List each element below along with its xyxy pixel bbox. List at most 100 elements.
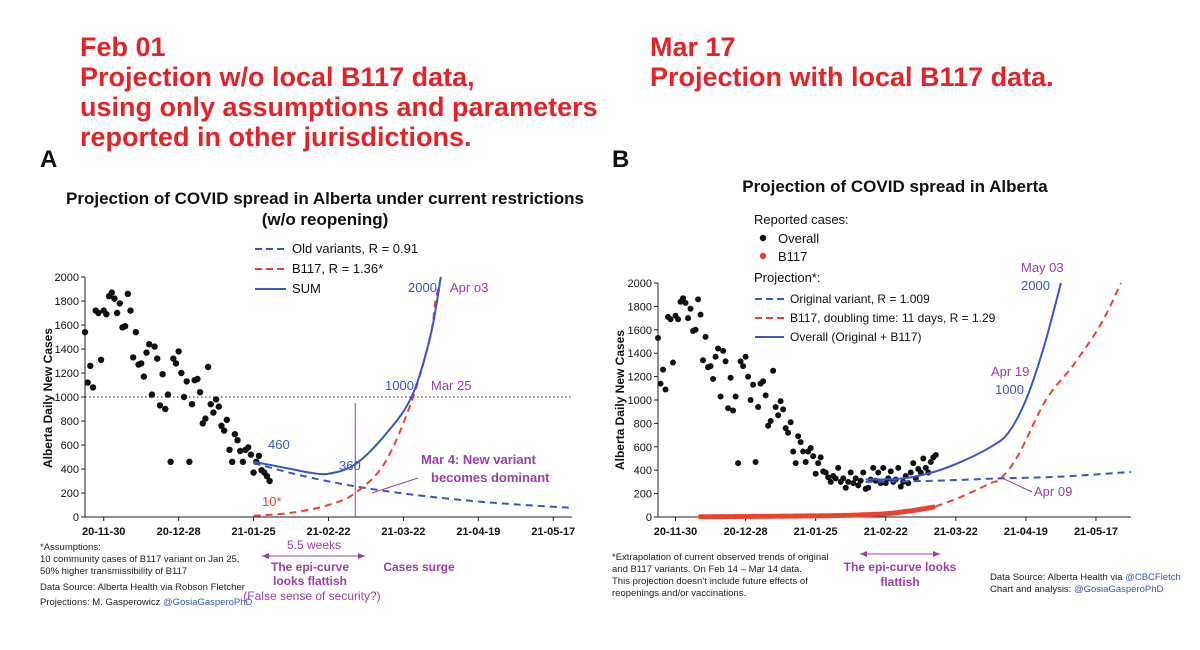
chart-b-overall-point [752,459,759,466]
chart-b-overall-point [657,380,664,387]
chart-a-y-tick-label: 400 [61,464,79,476]
chart-b-overall-point [797,439,804,446]
chart-b-overall-point [865,484,872,491]
a-annot-apr03: Apr o3 [450,280,488,295]
chart-a-y-tick-label: 200 [61,488,79,500]
chart-b-overall-point [785,429,792,436]
chart-b-overall-point [702,333,709,340]
chart-a-reported-point [212,396,220,403]
chart-a-reported-point [159,371,166,378]
chart-a-y-tick-label: 1600 [55,320,79,332]
chart-b-b117-point [930,504,936,510]
chart-a-reported-point [148,391,156,398]
chart-a-reported-point [172,360,180,367]
right-heading-line: Projection with local B117 data. [650,62,1054,92]
panel-a-notes: *Assumptions: 10 community cases of B117… [40,542,252,609]
chart-a-series-line [253,276,442,476]
chart-b-overall-point [842,484,849,491]
b-flat-arrowhead-left [860,551,867,557]
chart-a-reported-point [162,405,169,413]
chart-a-reported-point [245,444,252,451]
chart-b-legend-label: Overall [778,231,819,246]
chart-a-reported-point [234,437,241,444]
chart-b-ylabel: Alberta Daily New Cases [613,330,627,470]
chart-a-x-tick-label: 21-04-19 [456,526,500,538]
chart-a-y-tick-label: 0 [73,512,79,524]
b-legend-projection-header: Projection*: [754,270,820,285]
b-annot-flat1: The epi-curve looks [844,560,957,574]
panel-a-chart: Projection of COVID spread in Alberta un… [41,189,584,603]
chart-b-overall-point [770,367,777,374]
chart-a-reported-point [132,329,140,336]
chart-a-legend-label: B117, R = 1.36* [292,261,383,276]
chart-a-reported-point [124,290,132,297]
chart-a-reported-point [226,446,233,453]
chart-b-overall-point [787,419,794,426]
a-note-handle-link[interactable]: @GosiaGasperoPhD [163,597,253,608]
chart-b-overall-point [667,316,674,323]
chart-b-overall-point [860,469,867,476]
chart-a-reported-point [178,369,185,377]
chart-b-legend-label: Original variant, R = 1.009 [790,292,930,306]
chart-b-overall-point [720,347,727,354]
chart-a-reported-point [164,391,172,398]
b-apr09-arrow [1001,477,1033,493]
chart-b-overall-point [722,358,729,365]
a-weeks-arrowhead-left [262,553,269,559]
chart-a-reported-point [255,452,263,459]
chart-b-overall-point [662,386,669,393]
a-note-line: 50% higher transmissibility of B117 [40,566,188,577]
left-heading: Feb 01 Projection w/o local B117 data, u… [80,32,598,152]
chart-a-reported-point [167,458,174,465]
chart-b-overall-point [685,315,692,322]
chart-a-reported-point [239,458,247,465]
chart-b-series-line [935,282,1122,508]
left-heading-line: reported in other jurisdictions. [80,122,472,152]
b-flat-arrowhead-right [933,551,940,557]
chart-a-x-tick-label: 21-05-17 [531,526,575,538]
chart-b-overall-point [807,444,814,451]
b-source-line1: Data Source: Alberta Health via @CBCFlet… [990,572,1181,584]
b-note-line: *Extrapolation of current observed trend… [612,552,829,563]
chart-b-y-tick-label: 400 [634,465,652,477]
chart-a-reported-point [188,401,196,408]
chart-a-x-tick-label: 21-01-25 [232,526,276,538]
chart-b-overall-point [870,464,877,471]
chart-a-reported-point [113,309,121,317]
b-annot-may03: May 03 [1021,260,1064,275]
chart-a-reported-point [156,402,164,409]
chart-b-overall-point [850,480,857,487]
chart-b-overall-point [670,359,677,366]
b-source-handle2-link[interactable]: @GosiaGasperoPhD [1073,584,1164,595]
chart-a-reported-point [84,379,91,386]
left-heading-line: Projection w/o local B117 data, [80,62,475,92]
b-source-handle1-link[interactable]: @CBCFletch [1125,572,1181,583]
chart-a-reported-point [199,420,206,427]
right-heading-line: Mar 17 [650,32,736,62]
chart-b-y-tick-label: 600 [634,442,652,454]
chart-b-overall-point [825,474,832,481]
chart-b-overall-point [730,407,737,414]
chart-a-reported-point [127,307,134,314]
chart-a-y-tick-label: 2000 [55,272,79,284]
chart-b-overall-point [755,404,762,411]
chart-a-reported-point [121,323,129,330]
chart-a-y-tick-label: 1200 [55,368,79,380]
chart-b-overall-point [692,326,699,333]
chart-a-reported-point [87,362,94,369]
b-note-line: This projection doesn’t include future e… [612,576,808,587]
chart-b-overall-point [655,334,661,341]
chart-b-overall-point [687,305,694,312]
b-note-line: reopenings and/or vaccinations. [612,588,747,599]
a-note-line-projections: Projections: M. Gasperowicz @GosiaGasper… [40,597,252,609]
chart-b-overall-point [845,478,852,485]
chart-a-reported-point [231,431,239,438]
b-annot-apr09: Apr 09 [1034,484,1072,499]
chart-b-overall-point [887,468,894,475]
chart-b-overall-point [742,353,749,360]
chart-a-reported-point [202,415,209,422]
chart-a-reported-point [196,389,204,396]
chart-a-reported-point [236,447,244,455]
chart-b-overall-point [735,460,742,467]
chart-a-reported-point [103,311,110,318]
